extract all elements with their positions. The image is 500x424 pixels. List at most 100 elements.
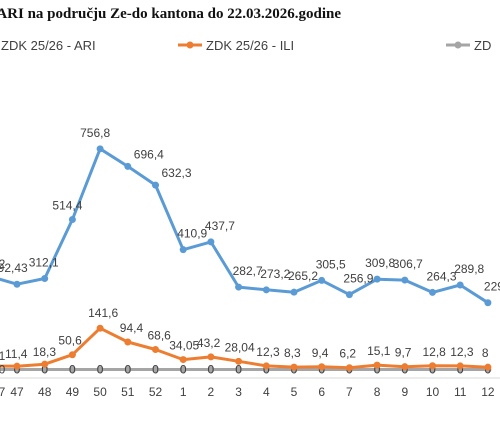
zero-point bbox=[96, 366, 104, 373]
ili-point bbox=[179, 356, 187, 364]
ari-legend-label: ZDK 25/26 - ARI bbox=[1, 38, 96, 53]
zero-data-label: 0 bbox=[152, 363, 159, 377]
zero-point bbox=[152, 366, 159, 373]
x-tick-label: 4 bbox=[263, 385, 270, 399]
ili-data-label: 141,6 bbox=[88, 306, 118, 320]
x-tick-label: 7 bbox=[346, 385, 353, 399]
ari-point bbox=[262, 286, 270, 294]
ari-point bbox=[179, 246, 187, 254]
x-tick-label: 10 bbox=[426, 385, 440, 399]
ari-point bbox=[207, 238, 215, 246]
ili-data-label: 8 bbox=[482, 346, 489, 360]
ari-point bbox=[124, 162, 132, 170]
ari-point bbox=[152, 181, 159, 189]
x-tick-label: 51 bbox=[121, 385, 135, 399]
ari-data-label: 265,2 bbox=[288, 269, 318, 283]
ili-point bbox=[401, 363, 409, 371]
x-tick-label: 8 bbox=[374, 385, 381, 399]
ari-data-label: 289,8 bbox=[454, 262, 484, 276]
ili-data-label-left: 1 bbox=[0, 349, 6, 363]
ili-point bbox=[429, 362, 436, 370]
ili-data-label: 50,6 bbox=[58, 334, 82, 348]
ari-point bbox=[401, 276, 409, 284]
x-tick-label: 50 bbox=[93, 385, 107, 399]
zero-point bbox=[41, 366, 49, 373]
zero-data-label: 0 bbox=[41, 363, 48, 377]
ari-point bbox=[290, 288, 298, 296]
zero-data-label: 0 bbox=[208, 363, 215, 377]
ili-legend-label: ZDK 25/26 - ILI bbox=[206, 38, 294, 53]
zero-data-label-left: 0 bbox=[0, 363, 6, 377]
ili-point bbox=[13, 362, 21, 370]
ili-data-label: 68,6 bbox=[148, 328, 172, 342]
ari-data-label: 292,43 bbox=[0, 261, 28, 275]
ili-point bbox=[484, 363, 492, 371]
ili-data-label: 43,2 bbox=[197, 336, 221, 350]
zero-legend-label: ZD bbox=[474, 38, 491, 53]
ari-point bbox=[429, 288, 436, 296]
zero-data-label: 0 bbox=[69, 363, 76, 377]
ari-data-label: 632,3 bbox=[162, 166, 192, 180]
ili-point bbox=[345, 364, 353, 372]
ari-series-line bbox=[16, 147, 489, 304]
ili-data-label: 6,2 bbox=[339, 347, 356, 361]
ari-data-label: 229 bbox=[484, 280, 500, 294]
zero-data-label: 0 bbox=[429, 363, 436, 377]
ili-data-label: 12,3 bbox=[256, 345, 280, 359]
zero-data-label: 0 bbox=[374, 363, 381, 377]
ili-point bbox=[235, 357, 243, 365]
ari-data-label: 514,4 bbox=[52, 199, 82, 213]
ili-data-label: 8,3 bbox=[284, 346, 301, 360]
ili-data-label: 11,4 bbox=[5, 347, 28, 361]
ili-data-label: 18,3 bbox=[33, 345, 57, 359]
ili-data-label: 12,3 bbox=[450, 345, 474, 359]
zero-point bbox=[207, 366, 215, 373]
ari-data-label: 305,5 bbox=[316, 257, 346, 271]
x-tick-label: 2 bbox=[208, 385, 215, 399]
zero-point bbox=[235, 366, 243, 373]
zero-data-label: 0 bbox=[124, 363, 131, 377]
ili-data-label: 34,05 bbox=[169, 339, 199, 353]
x-tick-label: 1 bbox=[180, 385, 187, 399]
ari-data-label: 273,2 bbox=[260, 267, 290, 281]
ari-data-label: 306,7 bbox=[393, 257, 423, 271]
ari-point bbox=[318, 276, 326, 284]
ili-point bbox=[262, 362, 270, 370]
x-tick-label: 9 bbox=[401, 385, 408, 399]
ari-data-label: 264,3 bbox=[427, 269, 457, 283]
chart-title: SARI na području Ze-do kantona do 22.03.… bbox=[0, 6, 341, 22]
zero-data-label: 0 bbox=[97, 363, 104, 377]
plot-area: 21000000000000000000011,418,350,6141,694… bbox=[0, 126, 500, 377]
ili-point bbox=[318, 363, 326, 371]
ari-point bbox=[235, 283, 243, 291]
zero-data-label: 0 bbox=[180, 363, 187, 377]
x-tick-label: 47 bbox=[10, 385, 24, 399]
ili-point bbox=[41, 360, 49, 368]
ari-point bbox=[68, 216, 76, 224]
x-tick-label: 49 bbox=[66, 385, 80, 399]
ari-data-label: 312,1 bbox=[29, 255, 59, 269]
x-tick-label-left: 7 bbox=[0, 385, 6, 399]
zero-data-label: 0 bbox=[235, 363, 242, 377]
ili-point bbox=[290, 363, 298, 371]
ili-point bbox=[124, 338, 132, 346]
ari-data-label: 309,8 bbox=[365, 256, 395, 270]
zero-legend-marker bbox=[454, 41, 462, 49]
chart-legend: ZDK 25/26 - ARI ZDK 25/26 - ILI ZD bbox=[1, 38, 491, 53]
x-tick-label: 48 bbox=[38, 385, 52, 399]
x-tick-label: 12 bbox=[481, 385, 495, 399]
ili-data-label: 94,4 bbox=[120, 321, 144, 335]
zero-point bbox=[179, 366, 187, 373]
ari-point bbox=[41, 274, 49, 282]
x-tick-label: 6 bbox=[318, 385, 325, 399]
ili-point bbox=[456, 362, 464, 370]
ari-data-label: 437,7 bbox=[205, 219, 235, 233]
x-tick-label: 3 bbox=[235, 385, 242, 399]
x-tick-label: 52 bbox=[149, 385, 163, 399]
ili-data-label: 28,04 bbox=[225, 340, 255, 354]
zero-data-label: 0 bbox=[457, 363, 464, 377]
x-tick-label: 5 bbox=[291, 385, 298, 399]
ari-point bbox=[456, 281, 464, 289]
zero-point bbox=[124, 366, 132, 373]
